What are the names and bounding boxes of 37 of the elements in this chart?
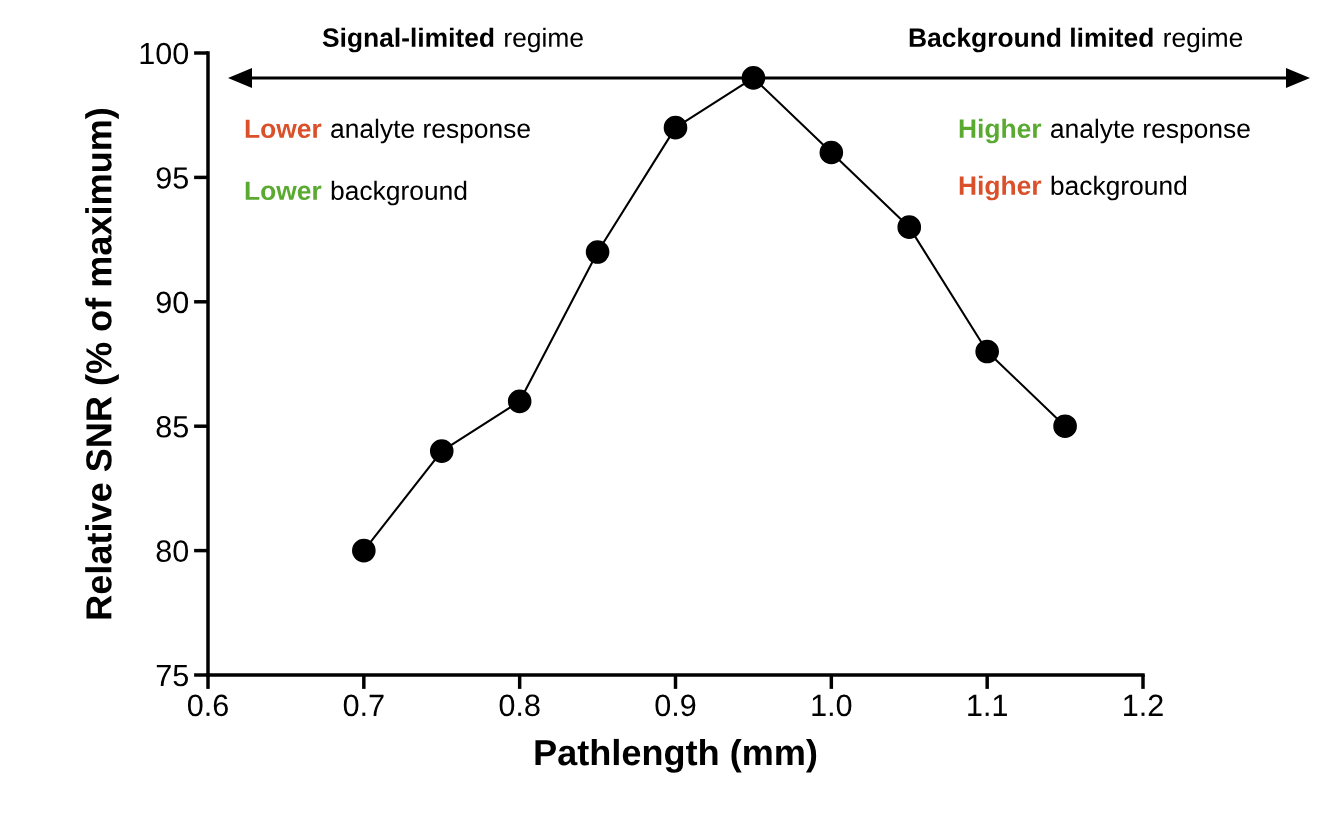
x-tick-label: 0.9 <box>655 694 696 717</box>
y-tick-label: 95 <box>156 167 188 189</box>
y-tick-label: 100 <box>140 42 189 65</box>
annotation: background <box>1051 175 1187 201</box>
point <box>585 240 610 264</box>
annotation: Higher <box>959 175 1042 201</box>
point <box>897 215 922 239</box>
x-tick-label: 1.2 <box>1124 694 1163 716</box>
annotation: Lower <box>245 119 322 139</box>
text: regime <box>505 27 583 53</box>
y-tick-label: 80 <box>156 540 189 562</box>
point <box>352 538 376 563</box>
x-tick-label: 0.6 <box>187 694 228 717</box>
x-tick-label: 1.0 <box>812 694 852 717</box>
x-tick-label: 0.7 <box>343 694 384 717</box>
annotation: analyte response <box>1051 118 1250 144</box>
point <box>819 140 844 165</box>
annotation: Lower <box>245 181 322 201</box>
point <box>975 339 999 364</box>
point <box>507 389 532 414</box>
point <box>1053 414 1077 439</box>
point <box>741 66 766 90</box>
y-tick-label: 90 <box>156 291 189 314</box>
y-tick-label: 75 <box>156 665 188 687</box>
text: regime <box>1164 27 1243 53</box>
point <box>429 439 454 463</box>
x-tick-label: 0.8 <box>499 694 540 717</box>
annotation: background <box>331 180 467 206</box>
point <box>663 115 688 140</box>
text: Signal-limited <box>322 27 494 53</box>
y-axis-title: Relative SNR (% of maximum) <box>85 108 119 619</box>
y-tick-label: 85 <box>156 415 188 438</box>
annotation: analyte response <box>331 118 530 144</box>
x-tick-label: 1.1 <box>968 694 1007 716</box>
annotation: Higher <box>959 118 1042 144</box>
text: Background limited <box>909 27 1153 53</box>
x-axis-title: Pathlength (mm) <box>535 738 817 773</box>
